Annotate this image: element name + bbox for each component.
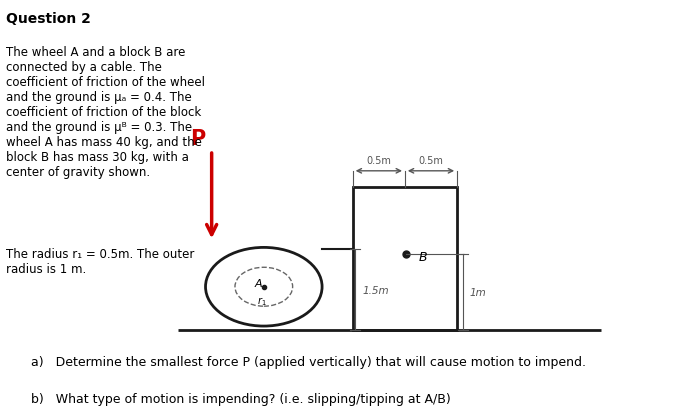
Text: $r_1$: $r_1$ [257,294,267,307]
Text: 0.5m: 0.5m [419,156,444,166]
Text: A: A [255,278,262,288]
Text: 1m: 1m [469,287,486,297]
Bar [353,188,457,330]
Text: a)   Determine the smallest force P (applied vertically) that will cause motion : a) Determine the smallest force P (appli… [31,355,586,368]
Text: Question 2: Question 2 [6,12,91,26]
Text: 1.5m: 1.5m [363,285,389,295]
Text: The radius r₁ = 0.5m. The outer
radius is 1 m.: The radius r₁ = 0.5m. The outer radius i… [6,248,194,276]
Text: b)   What type of motion is impending? (i.e. slipping/tipping at A/B): b) What type of motion is impending? (i.… [31,392,450,405]
Text: The wheel A and a block B are
connected by a cable. The
coefficient of friction : The wheel A and a block B are connected … [6,45,205,178]
Text: 0.5m: 0.5m [366,156,391,166]
Text: P: P [190,129,206,149]
Text: B: B [419,250,427,263]
